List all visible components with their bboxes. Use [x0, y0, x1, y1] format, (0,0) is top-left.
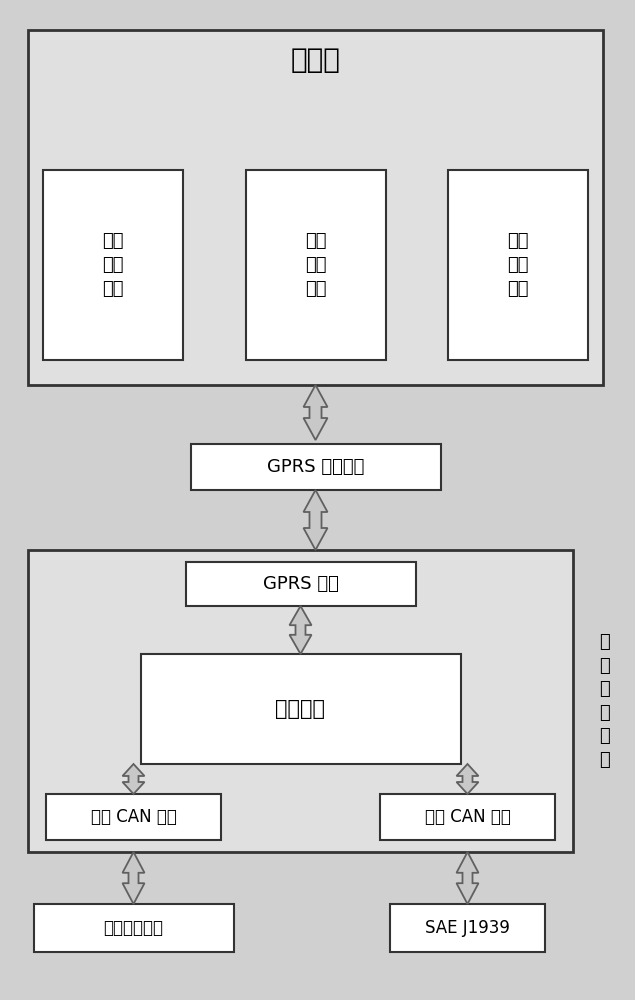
- Bar: [390, 904, 545, 952]
- Polygon shape: [304, 385, 328, 440]
- Text: 外部 CAN 接口: 外部 CAN 接口: [425, 808, 511, 826]
- Bar: [190, 444, 441, 490]
- Polygon shape: [457, 852, 479, 904]
- Bar: [448, 170, 588, 360]
- Bar: [28, 550, 573, 852]
- Bar: [380, 794, 555, 840]
- Text: 控制单元: 控制单元: [276, 699, 326, 719]
- Bar: [185, 562, 415, 606]
- Text: 实时
数据
显示: 实时 数据 显示: [102, 232, 124, 298]
- Text: 内部 CAN 接口: 内部 CAN 接口: [91, 808, 177, 826]
- Bar: [34, 904, 234, 952]
- Text: GPRS 模块: GPRS 模块: [262, 575, 338, 593]
- Polygon shape: [290, 606, 312, 654]
- Bar: [140, 654, 460, 764]
- Polygon shape: [123, 764, 145, 794]
- Bar: [43, 170, 183, 360]
- Bar: [28, 30, 603, 385]
- Text: 数
据
采
集
终
端: 数 据 采 集 终 端: [599, 633, 610, 769]
- Text: GPRS 无线网络: GPRS 无线网络: [267, 458, 364, 476]
- Text: 智能
处理
算法: 智能 处理 算法: [305, 232, 326, 298]
- Polygon shape: [304, 490, 328, 550]
- Text: 电池管理系统: 电池管理系统: [104, 919, 163, 937]
- Text: 历史
数据
存储: 历史 数据 存储: [507, 232, 529, 298]
- Polygon shape: [457, 764, 479, 794]
- Text: 上位机: 上位机: [291, 46, 340, 74]
- Text: SAE J1939: SAE J1939: [425, 919, 510, 937]
- Polygon shape: [123, 852, 145, 904]
- Bar: [246, 170, 385, 360]
- Bar: [46, 794, 221, 840]
